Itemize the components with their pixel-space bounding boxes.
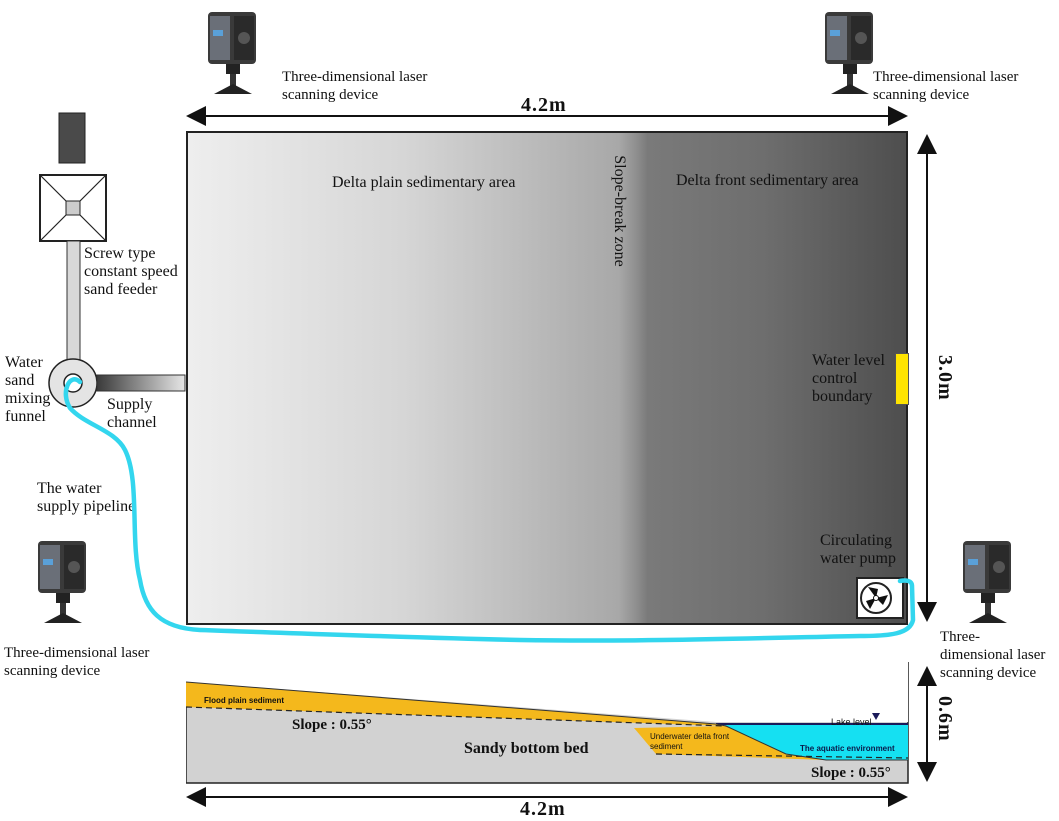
funnel-label: Water sand mixing funnel: [5, 354, 50, 426]
scanner-label-line: Three-: [940, 629, 980, 645]
scanner-label-top-left: Three-dimensional laser scanning device: [282, 68, 427, 104]
scanner-label-bottom-left: Three-dimensional laser scanning device: [4, 644, 149, 680]
delta-front-label: Delta front sedimentary area: [676, 172, 859, 189]
slope-break-label: Slope-break zone: [610, 155, 628, 267]
feeder-line: Screw type: [84, 245, 156, 262]
scanner-label-line: scanning device: [4, 663, 101, 679]
scanner-label-line: scanning device: [282, 87, 379, 103]
aquatic-environment-label: The aquatic environment: [800, 744, 895, 753]
laser-scanner-icon: [38, 541, 86, 623]
supply-channel-line: Supply: [107, 396, 153, 413]
pump-line: Circulating: [820, 532, 892, 549]
delta-plain-label: Delta plain sedimentary area: [332, 174, 516, 191]
slope-left-label: Slope : 0.55°: [292, 717, 372, 733]
pipeline-label: The water supply pipeline: [37, 480, 135, 516]
circulating-pump-icon: [856, 577, 904, 619]
pump-line: water pump: [820, 550, 896, 567]
pipeline-line: supply pipeline: [37, 498, 136, 515]
feeder-line: sand feeder: [84, 281, 158, 298]
water-level-line: control: [812, 370, 858, 387]
water-level-boundary-marker: [895, 353, 909, 405]
underwater-sediment-label: Underwater delta front sediment: [650, 732, 729, 752]
water-level-label: Water level control boundary: [812, 352, 885, 406]
scanner-label-line: dimensional laser: [940, 647, 1046, 663]
cross-section: [186, 662, 909, 784]
funnel-line: sand: [5, 372, 35, 389]
scanner-label-line: Three-dimensional laser: [4, 645, 150, 661]
scanner-label-line: Three-dimensional laser: [282, 69, 428, 85]
laser-scanner-icon: [208, 12, 256, 94]
supply-channel-label: Supply channel: [107, 396, 157, 432]
sandy-bed-label: Sandy bottom bed: [464, 740, 589, 757]
scanner-label-bottom-right: Three- dimensional laser scanning device: [940, 628, 1045, 682]
underwater-sediment-line: Underwater delta front: [650, 732, 730, 741]
funnel-line: mixing: [5, 390, 51, 407]
scanner-label-top-right: Three-dimensional laser scanning device: [873, 68, 1018, 104]
laser-scanner-icon: [825, 12, 873, 94]
feeder-label: Screw type constant speed sand feeder: [84, 245, 178, 299]
pipeline-line: The water: [37, 480, 102, 497]
feeder-line: constant speed: [84, 263, 178, 280]
laser-scanner-icon: [963, 541, 1011, 623]
plan-height-dimension: 3.0m: [934, 355, 956, 401]
funnel-line: funnel: [5, 408, 46, 425]
pump-label: Circulating water pump: [820, 532, 896, 568]
funnel-line: Water: [5, 354, 43, 371]
scanner-label-line: scanning device: [873, 87, 970, 103]
slope-right-label: Slope : 0.55°: [811, 765, 891, 781]
flood-plain-label: Flood plain sediment: [204, 696, 285, 705]
bottom-width-dimension: 4.2m: [520, 798, 566, 820]
water-level-line: boundary: [812, 388, 873, 405]
underwater-sediment-line: sediment: [650, 742, 683, 751]
supply-channel-line: channel: [107, 414, 157, 431]
water-level-line: Water level: [812, 352, 885, 369]
plan-view-tank: [186, 131, 908, 625]
top-width-dimension: 4.2m: [521, 94, 567, 116]
scanner-label-line: scanning device: [940, 665, 1037, 681]
lake-level-label: Lake level: [831, 717, 872, 727]
section-height-dimension: 0.6m: [934, 696, 956, 742]
scanner-label-line: Three-dimensional laser: [873, 69, 1019, 85]
